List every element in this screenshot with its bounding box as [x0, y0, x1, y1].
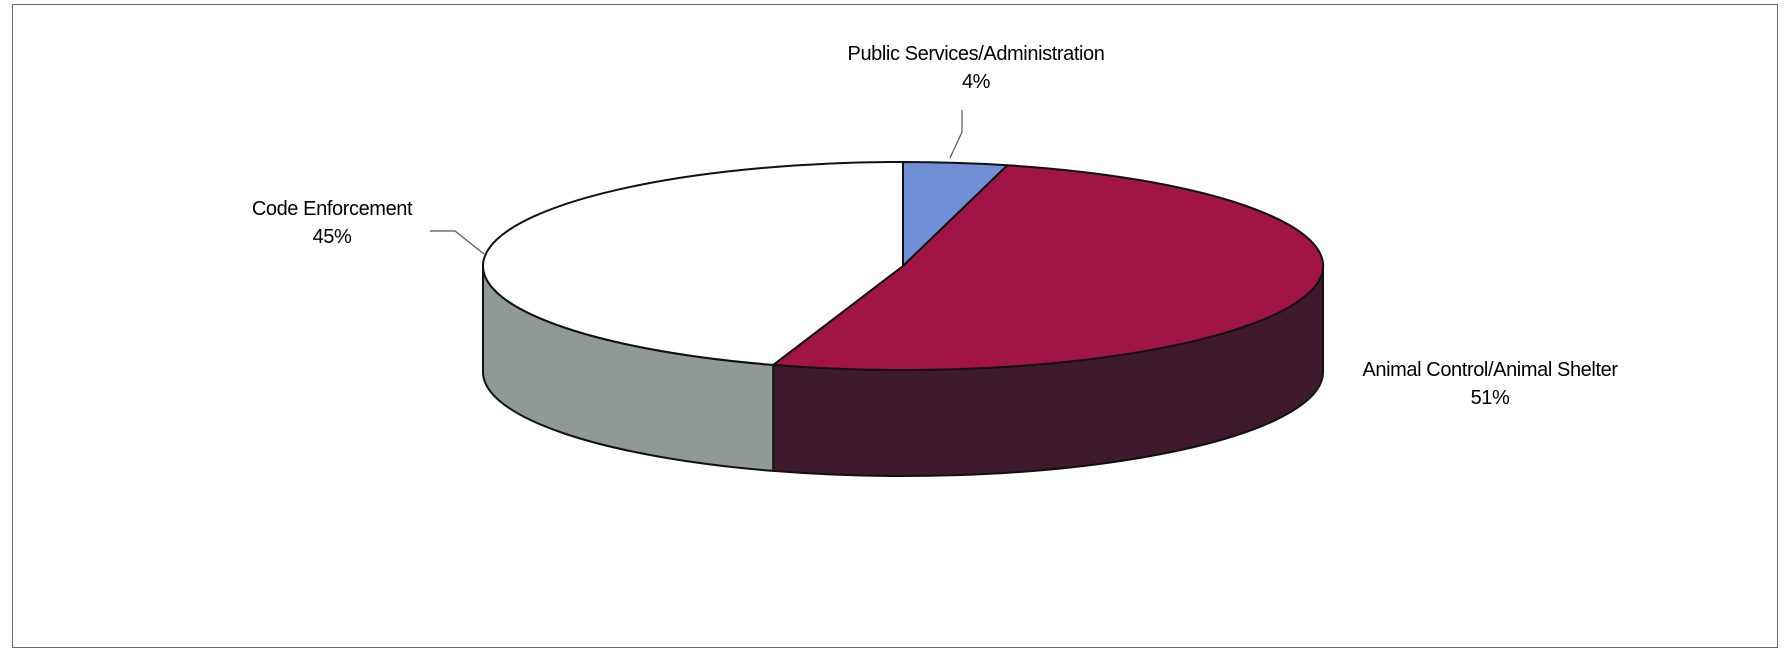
- pie-labels: Public Services/Administration 4% Animal C…: [252, 43, 1619, 409]
- leader-line: [430, 230, 485, 255]
- pie-leader-lines: [430, 110, 963, 255]
- slice-value-label: 45%: [313, 226, 352, 248]
- leader-line: [949, 110, 963, 159]
- pie-slice: [482, 161, 904, 366]
- slice-value-label: 4%: [962, 71, 991, 93]
- pie-slice: [772, 164, 1325, 372]
- slice-label: Animal Control/Animal Shelter: [1362, 359, 1618, 381]
- slice-label: Public Services/Administration: [848, 43, 1105, 65]
- chart-frame: [12, 4, 1778, 648]
- pie-tops: [482, 161, 1325, 372]
- slice-label: Code Enforcement: [252, 198, 413, 220]
- slice-value-label: 51%: [1471, 387, 1510, 409]
